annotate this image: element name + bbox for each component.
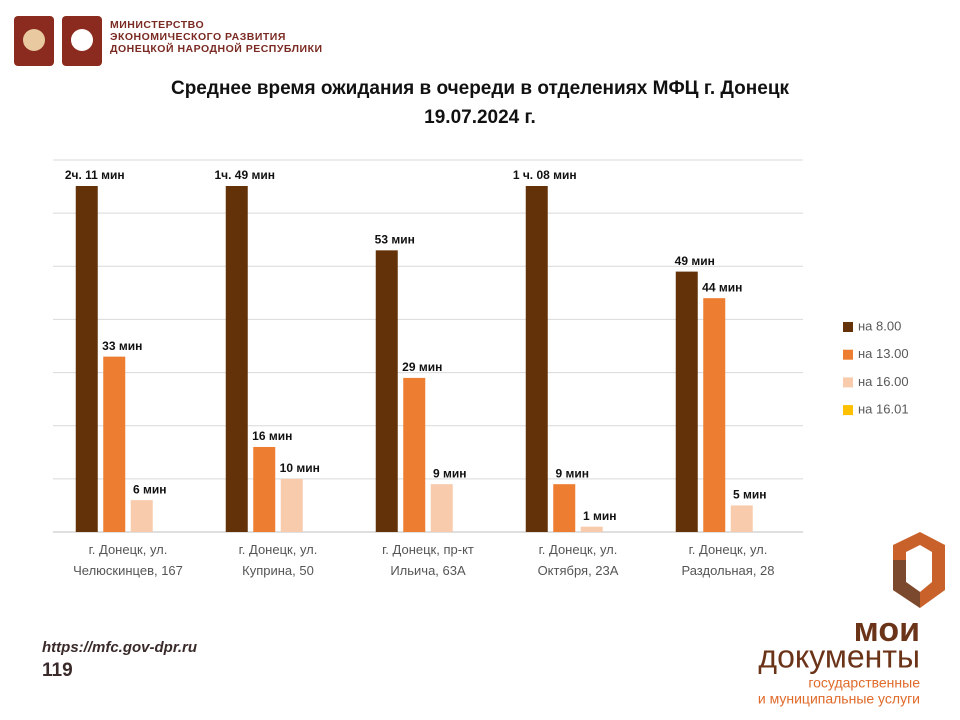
data-label: 5 мин — [733, 488, 767, 502]
chart-title: 19.07.2024 г. — [424, 107, 536, 128]
bar — [675, 271, 698, 532]
data-label: 1ч. 49 мин — [215, 168, 276, 182]
bar — [375, 250, 398, 533]
x-tick-label: г. Донецк, ул. Челюскинцев, 167 — [73, 542, 183, 578]
legend-label: на 16.00 — [858, 374, 909, 389]
data-label: 9 мин — [433, 466, 467, 480]
data-label: 1 мин — [583, 509, 617, 523]
header-line: ДОНЕЦКОЙ НАРОДНОЙ РЕСПУБЛИКИ — [110, 42, 323, 55]
legend-swatch — [843, 405, 853, 416]
header-line: МИНИСТЕРСТВО — [110, 19, 204, 31]
bar — [225, 186, 248, 532]
bar — [280, 478, 303, 532]
bar — [730, 505, 753, 532]
bars — [75, 186, 753, 533]
logo-shape — [893, 560, 920, 608]
x-tick-label: г. Донецк, пр-кт Ильича, 63А — [382, 542, 474, 578]
bar — [403, 377, 426, 532]
bar — [103, 356, 126, 532]
logo-subtext: и муниципальные услуги — [758, 691, 920, 707]
logo-text: документы — [758, 638, 920, 674]
legend-label: на 16.01 — [858, 402, 909, 417]
chart-title: Среднее время ожидания в очереди в отдел… — [171, 78, 790, 99]
x-tick-label: г. Донецк, ул. Раздольная, 28 — [681, 542, 774, 578]
data-label: 9 мин — [555, 466, 589, 480]
legend-swatch — [843, 322, 853, 332]
emblem-icon — [71, 29, 93, 51]
url: https://mfc.gov-dpr.ru — [42, 639, 197, 656]
legend-label: на 13.00 — [858, 346, 909, 361]
data-label: 10 мин — [280, 461, 320, 475]
data-label: 49 мин — [675, 254, 715, 268]
legend-swatch — [843, 349, 853, 360]
legend-label: на 8.00 — [858, 318, 901, 333]
data-label: 29 мин — [402, 360, 442, 374]
data-label: 44 мин — [702, 280, 742, 294]
data-label: 2ч. 11 мин — [65, 168, 125, 182]
header-line: ЭКОНОМИЧЕСКОГО РАЗВИТИЯ — [110, 31, 286, 43]
bar — [130, 500, 153, 532]
x-tick-label: г. Донецк, ул. Куприна, 50 — [239, 542, 318, 578]
legend-swatch — [843, 377, 853, 388]
x-tick-label: г. Донецк, ул. Октября, 23А — [538, 542, 619, 578]
emblem-icon — [23, 29, 45, 51]
data-label: 1 ч. 08 мин — [513, 168, 577, 182]
logo-text: мои — [854, 611, 920, 649]
data-label: 53 мин — [375, 233, 415, 247]
logo-shape — [906, 545, 932, 592]
data-label: 33 мин — [102, 339, 142, 353]
bar — [553, 484, 576, 532]
bar — [430, 484, 453, 532]
logo-subtext: государственные — [808, 675, 920, 691]
page-number: 119 — [42, 660, 73, 681]
bar — [525, 186, 548, 532]
data-label: 16 мин — [252, 429, 292, 443]
bar — [253, 446, 276, 532]
bar — [75, 186, 98, 533]
bar — [703, 298, 726, 532]
bar — [580, 526, 603, 532]
data-label: 6 мин — [133, 482, 167, 496]
